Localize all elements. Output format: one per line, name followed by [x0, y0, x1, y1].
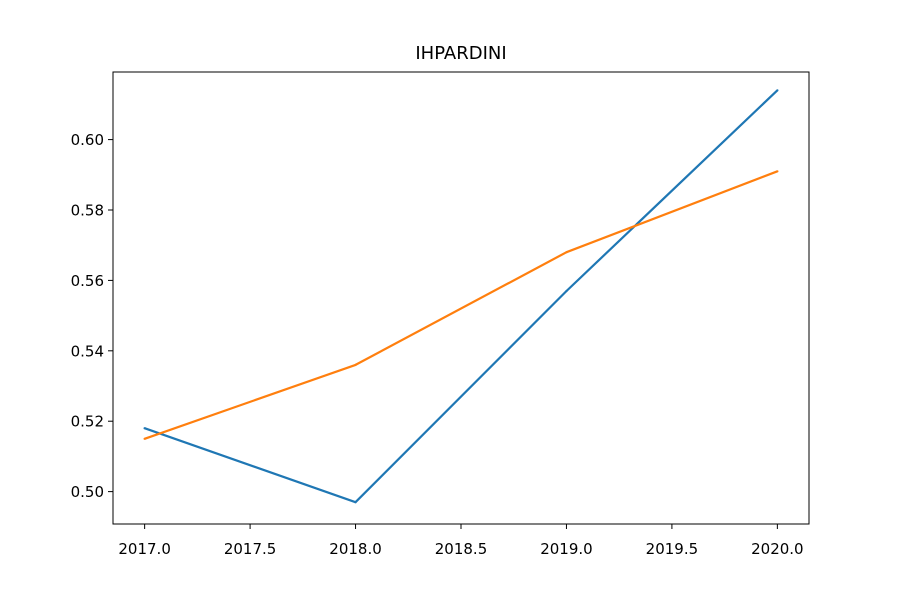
x-tick-label: 2019.5: [646, 540, 699, 558]
series-1-point: [354, 501, 357, 504]
series-layer: [143, 89, 779, 504]
series-1-point: [143, 427, 146, 430]
series-1-point: [565, 289, 568, 293]
series-1: [143, 89, 779, 504]
plot-area-frame: [112, 71, 810, 525]
series-2-point: [143, 437, 146, 440]
y-tick-label: 0.50: [71, 483, 104, 501]
y-tick-label: 0.52: [71, 413, 104, 431]
x-tick-label: 2017.5: [224, 540, 277, 558]
y-tick-label: 0.56: [71, 272, 104, 290]
series-2-line: [144, 170, 778, 440]
x-tick-label: 2020.0: [751, 540, 804, 558]
series-2-point: [354, 363, 357, 366]
x-tick-label: 2018.0: [329, 540, 382, 558]
series-1-point: [776, 89, 779, 92]
series-2-point: [776, 170, 779, 173]
x-tick-label: 2017.0: [118, 540, 171, 558]
y-tick-label: 0.54: [71, 342, 104, 360]
y-axis-ticks: 0.50 0.52 0.54 0.56 0.58 0.60: [71, 131, 113, 501]
x-tick-label: 2019.0: [540, 540, 593, 558]
series-2-point: [565, 251, 568, 254]
x-axis-ticks: 2017.0 2017.5 2018.0 2018.5 2019.0 2019.5 2020…: [118, 524, 804, 558]
y-tick-label: 0.58: [71, 201, 104, 219]
x-tick-label: 2018.5: [435, 540, 488, 558]
series-2: [143, 170, 779, 440]
series-1-line: [144, 89, 779, 504]
chart-title: IHPARDINI: [415, 43, 506, 64]
y-tick-label: 0.60: [71, 131, 104, 149]
